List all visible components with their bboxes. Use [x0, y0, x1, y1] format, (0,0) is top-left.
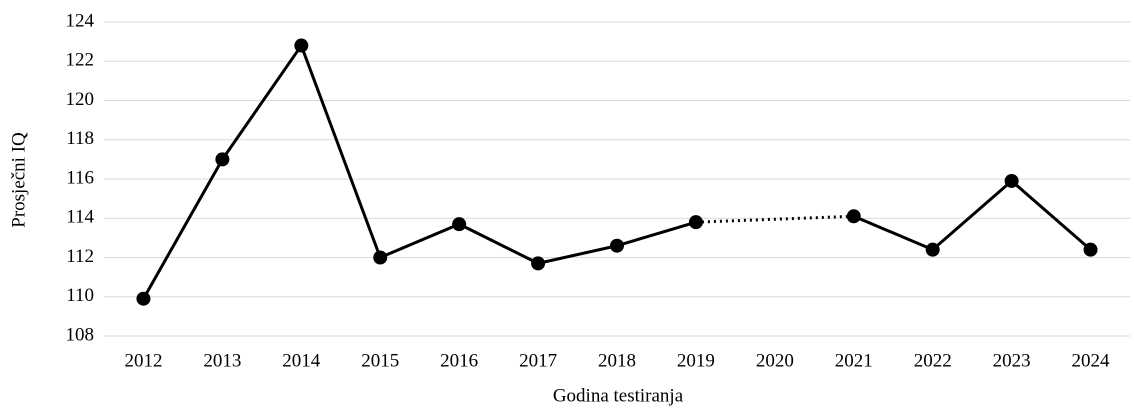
- gap-connector: [695, 214, 854, 224]
- x-tick-label: 2022: [914, 350, 952, 371]
- x-tick-label: 2020: [756, 350, 794, 371]
- x-tick-label: 2021: [835, 350, 873, 371]
- data-point: [215, 152, 230, 167]
- y-tick-label: 110: [66, 285, 94, 306]
- y-tick-label: 108: [66, 324, 95, 345]
- y-tick-label: 114: [66, 207, 94, 228]
- data-point: [452, 217, 467, 232]
- data-point: [846, 209, 861, 224]
- data-point: [531, 256, 546, 271]
- y-tick-label: 120: [66, 89, 95, 110]
- x-tick-label: 2015: [361, 350, 399, 371]
- data-point: [1004, 173, 1019, 188]
- data-point: [1083, 242, 1098, 257]
- data-point: [373, 250, 388, 265]
- data-point: [925, 242, 940, 257]
- x-tick-label: 2016: [440, 350, 478, 371]
- data-point: [136, 291, 151, 306]
- data-point: [688, 215, 703, 230]
- x-tick-label: 2014: [282, 350, 321, 371]
- x-tick-label: 2024: [1072, 350, 1111, 371]
- x-tick-label: 2018: [598, 350, 636, 371]
- data-point: [294, 38, 309, 53]
- y-tick-label: 116: [66, 167, 94, 188]
- y-tick-label: 118: [66, 128, 94, 149]
- y-tick-label: 122: [66, 50, 95, 71]
- x-tick-label: 2012: [124, 350, 162, 371]
- x-axis-label: Godina testiranja: [553, 385, 684, 406]
- y-tick-label: 112: [66, 246, 94, 267]
- line-series: [853, 179, 1092, 252]
- y-axis-label: Prosječni IQ: [8, 132, 29, 228]
- x-tick-label: 2023: [993, 350, 1031, 371]
- line-series: [142, 44, 697, 300]
- data-point: [610, 238, 624, 253]
- x-tick-label: 2013: [203, 350, 241, 371]
- y-tick-label: 124: [66, 10, 95, 31]
- x-tick-label: 2017: [519, 350, 557, 371]
- x-tick-label: 2019: [677, 350, 715, 371]
